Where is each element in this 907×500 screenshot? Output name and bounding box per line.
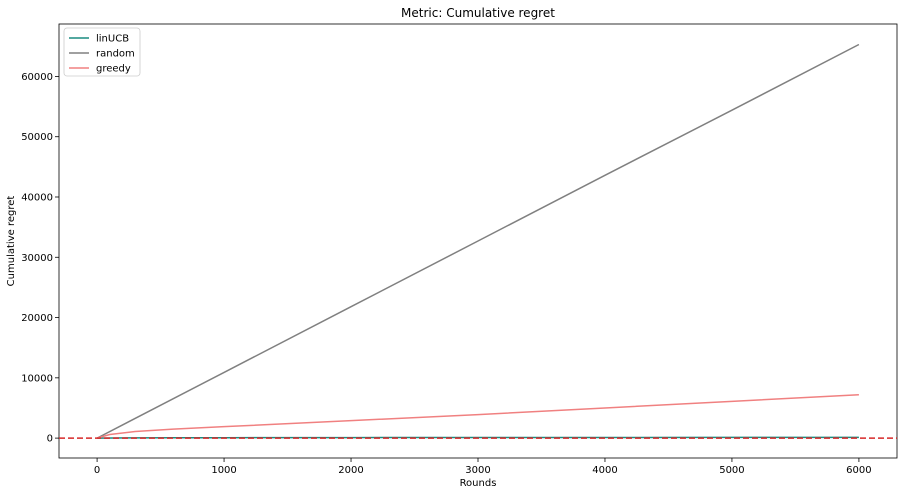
x-tick-label: 5000: [719, 465, 744, 476]
x-tick-label: 2000: [338, 465, 363, 476]
legend: linUCB random greedy: [63, 27, 141, 77]
y-tick-label: 20000: [21, 313, 53, 324]
y-tick-label: 30000: [21, 253, 53, 264]
y-tick-label: 60000: [21, 72, 53, 83]
legend-entry-label: greedy: [96, 64, 131, 75]
x-tick-label: 6000: [846, 465, 871, 476]
y-tick-label: 10000: [21, 373, 53, 384]
x-tick-label: 4000: [592, 465, 617, 476]
series-line-greedy: [96, 393, 859, 439]
y-axis-label: Cumulative regret: [6, 196, 17, 287]
x-axis-label: Rounds: [460, 478, 497, 489]
chart-title: Metric: Cumulative regret: [401, 6, 555, 20]
y-tick-label: 50000: [21, 132, 53, 143]
legend-box: [63, 27, 141, 77]
y-tick-label: 0: [47, 434, 53, 445]
series-line-random: [96, 43, 860, 439]
plot-lines: [59, 43, 897, 439]
x-tick-label: 0: [94, 465, 100, 476]
x-tick-label: 3000: [465, 465, 490, 476]
x-axis-ticks: 0 1000 2000 3000 4000 5000 6000: [94, 458, 872, 476]
legend-entry-label: random: [96, 49, 135, 60]
x-tick-label: 1000: [211, 465, 236, 476]
legend-entry-label: linUCB: [96, 34, 129, 45]
y-tick-label: 40000: [21, 192, 53, 203]
y-axis-ticks: 0 10000 20000 30000 40000 50000 60000: [21, 72, 59, 445]
